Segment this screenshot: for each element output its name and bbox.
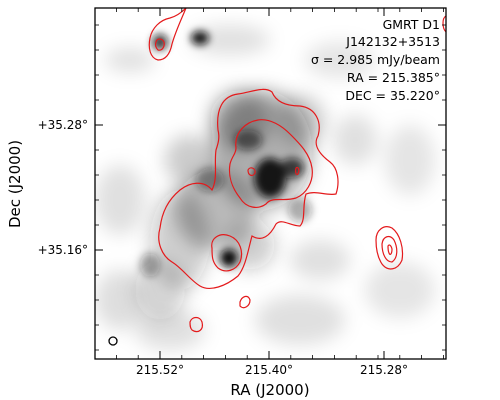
contour-knot-a xyxy=(247,167,256,176)
y-axis-label: Dec (J2000) xyxy=(6,140,24,228)
beam-ellipse-icon xyxy=(108,336,118,346)
contour-bottom-source xyxy=(211,234,243,272)
contour-topright-edge xyxy=(442,15,446,33)
contour-topleft-outer xyxy=(148,8,187,61)
contour-right-outer xyxy=(375,226,404,270)
contour-small-2 xyxy=(189,316,203,333)
contour-small-1 xyxy=(239,295,251,309)
radio-image xyxy=(95,8,446,359)
survey-label: GMRT D1 xyxy=(383,17,440,32)
contour-overlay xyxy=(148,8,446,333)
dec-value: DEC = 35.220° xyxy=(345,88,440,103)
contour-inner-main xyxy=(228,119,313,208)
xtick-label-1: 215.52° xyxy=(136,363,184,377)
contour-right-mid xyxy=(381,235,398,263)
contour-right-inner xyxy=(387,244,393,255)
minor-ticks xyxy=(95,8,446,359)
ytick-label-2: +35.16° xyxy=(38,243,88,257)
ytick-label-1: +35.28° xyxy=(38,118,88,132)
sigma-value: σ = 2.985 mJy/beam xyxy=(311,52,440,67)
xtick-label-2: 215.40° xyxy=(245,363,293,377)
ra-value: RA = 215.385° xyxy=(347,70,440,85)
contour-outer-main xyxy=(158,88,339,289)
source-annotation: GMRT D1 J142132+3513 σ = 2.985 mJy/beam … xyxy=(311,17,440,103)
contour-knot-b xyxy=(295,166,300,176)
source-name: J142132+3513 xyxy=(345,34,440,49)
xtick-label-3: 215.28° xyxy=(360,363,408,377)
contour-topleft-inner xyxy=(155,38,165,51)
plot-frame xyxy=(94,7,447,360)
x-axis-label: RA (J2000) xyxy=(230,381,309,399)
